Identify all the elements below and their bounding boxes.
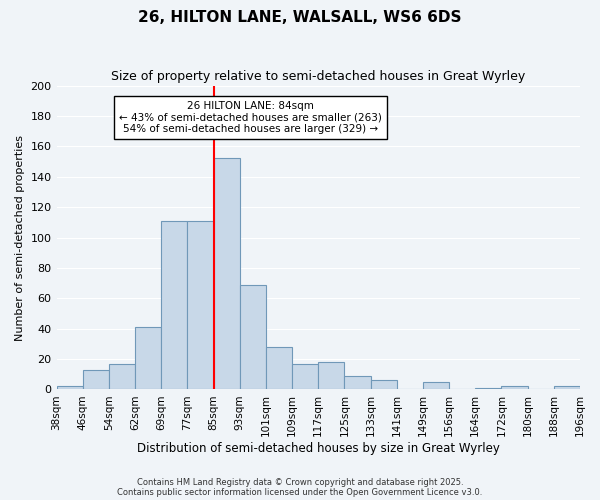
Bar: [371, 380, 397, 390]
Text: Contains HM Land Registry data © Crown copyright and database right 2025.
Contai: Contains HM Land Registry data © Crown c…: [118, 478, 482, 497]
Bar: [161, 221, 187, 390]
Bar: [187, 221, 214, 390]
Title: Size of property relative to semi-detached houses in Great Wyrley: Size of property relative to semi-detach…: [111, 70, 526, 83]
X-axis label: Distribution of semi-detached houses by size in Great Wyrley: Distribution of semi-detached houses by …: [137, 442, 500, 455]
Bar: [502, 386, 527, 390]
Bar: [83, 370, 109, 390]
Bar: [135, 327, 161, 390]
Bar: [56, 386, 83, 390]
Text: 26 HILTON LANE: 84sqm
← 43% of semi-detached houses are smaller (263)
54% of sem: 26 HILTON LANE: 84sqm ← 43% of semi-deta…: [119, 101, 382, 134]
Bar: [266, 347, 292, 390]
Bar: [214, 158, 240, 390]
Bar: [109, 364, 135, 390]
Y-axis label: Number of semi-detached properties: Number of semi-detached properties: [15, 134, 25, 340]
Text: 26, HILTON LANE, WALSALL, WS6 6DS: 26, HILTON LANE, WALSALL, WS6 6DS: [138, 10, 462, 25]
Bar: [318, 362, 344, 390]
Bar: [554, 386, 580, 390]
Bar: [292, 364, 318, 390]
Bar: [344, 376, 371, 390]
Bar: [240, 284, 266, 390]
Bar: [423, 382, 449, 390]
Bar: [475, 388, 502, 390]
